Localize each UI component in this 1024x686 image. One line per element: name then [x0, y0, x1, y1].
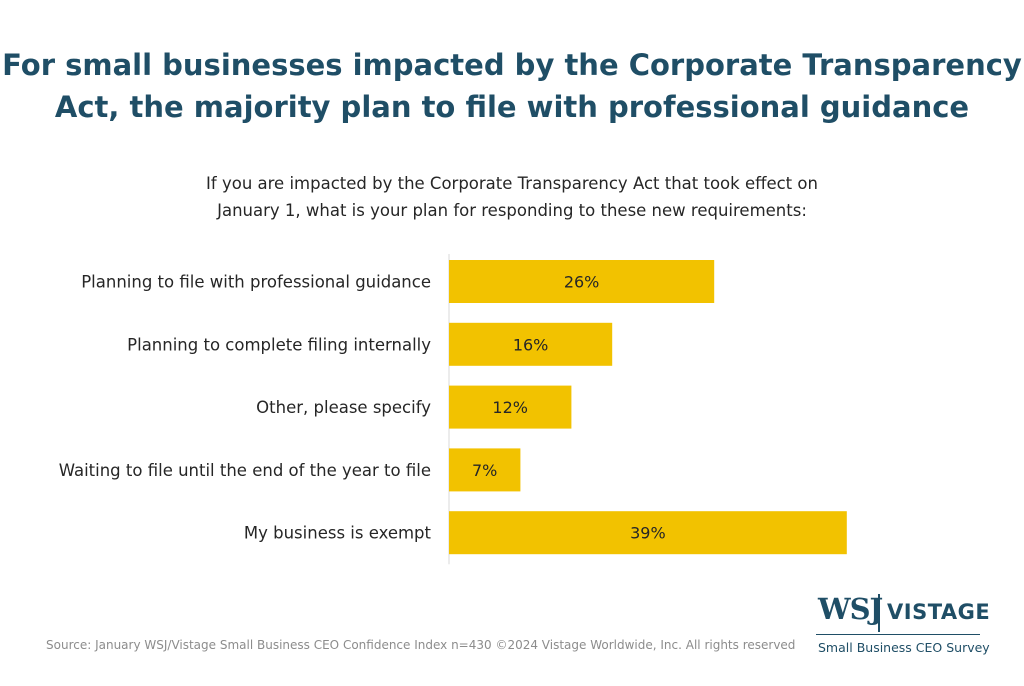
logo-tagline: Small Business CEO Survey [818, 640, 990, 655]
logo-wsj-text: WSJ [818, 592, 883, 626]
bar-1 [449, 322, 613, 366]
category-label-4: My business is exempt [244, 524, 432, 543]
bar-3 [449, 448, 521, 492]
chart-title-line-1: For small businesses impacted by the Cor… [2, 48, 1022, 82]
data-label-4: 39% [630, 524, 666, 543]
bar-0 [449, 260, 715, 303]
wsj-vistage-logo: WSJ VISTAGE Small Business CEO Survey [816, 592, 990, 662]
category-label-3: Waiting to file until the end of the yea… [59, 461, 431, 480]
bar-chart: Planning to file with professional guida… [59, 254, 847, 565]
data-label-0: 26% [564, 273, 600, 292]
bar-2 [449, 385, 572, 429]
category-label-1: Planning to complete filing internally [127, 335, 431, 354]
chart-title: For small businesses impacted by the Cor… [0, 44, 1024, 128]
category-label-2: Other, please specify [256, 398, 431, 417]
chart-title-line-2: Act, the majority plan to file with prof… [54, 90, 970, 124]
chart-subtitle-line-2: January 1, what is your plan for respond… [217, 201, 807, 220]
chart-subtitle-line-1: If you are impacted by the Corporate Tra… [206, 174, 818, 193]
logo-underline [816, 634, 980, 635]
data-label-3: 7% [472, 461, 497, 480]
data-label-2: 12% [492, 398, 528, 417]
category-label-0: Planning to file with professional guida… [81, 273, 431, 292]
logo-vistage-text: VISTAGE [887, 600, 991, 624]
source-note: Source: January WSJ/Vistage Small Busine… [46, 638, 796, 652]
bar-4 [449, 511, 847, 555]
chart-subtitle: If you are impacted by the Corporate Tra… [0, 170, 1024, 224]
logo-divider [878, 594, 880, 632]
data-label-1: 16% [513, 335, 549, 354]
